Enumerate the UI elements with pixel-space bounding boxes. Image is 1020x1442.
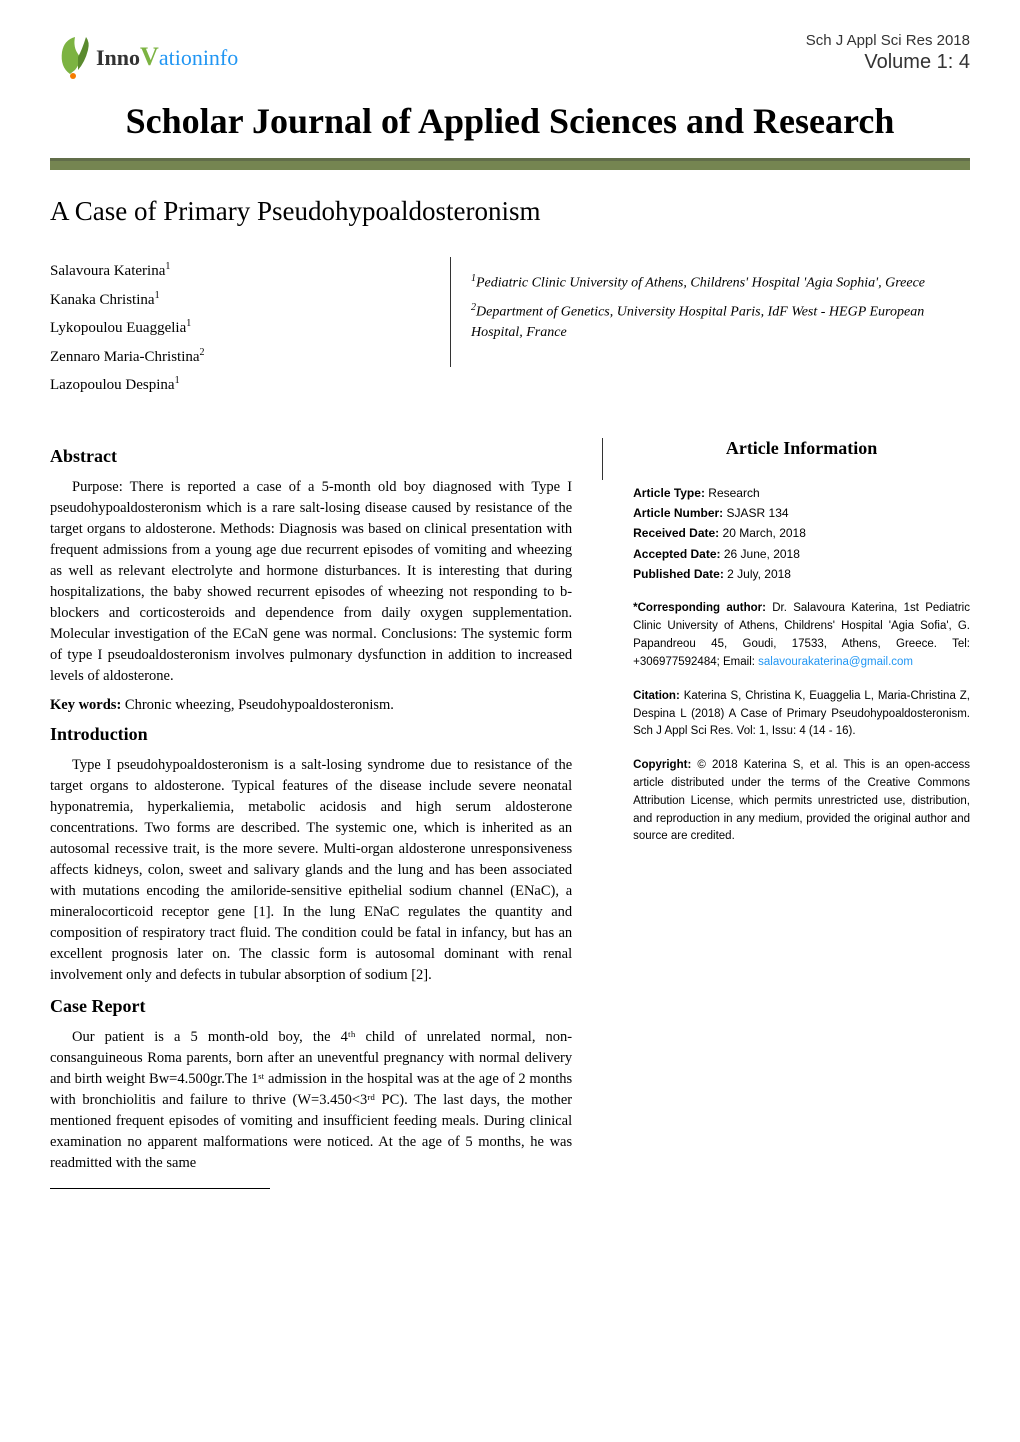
- citation-block: Citation: Katerina S, Christina K, Euagg…: [633, 688, 970, 741]
- received-date-row: Received Date: 20 March, 2018: [633, 523, 970, 543]
- header-row: InnoVationinfo Sch J Appl Sci Res 2018 V…: [50, 32, 970, 82]
- affiliations-list: 1Pediatric Clinic University of Athens, …: [471, 257, 970, 400]
- logo-text: InnoVationinfo: [96, 42, 238, 72]
- affiliation-item: 1Pediatric Clinic University of Athens, …: [471, 271, 970, 294]
- logo-v: V: [140, 42, 159, 71]
- copyright-block: Copyright: © 2018 Katerina S, et al. Thi…: [633, 757, 970, 846]
- title-divider: [50, 158, 970, 168]
- page-container: InnoVationinfo Sch J Appl Sci Res 2018 V…: [0, 0, 1020, 1239]
- article-info-sidebar: Article Information Article Type: Resear…: [633, 438, 970, 1189]
- case-report-body: Our patient is a 5 month-old boy, the 4ᵗ…: [50, 1027, 572, 1174]
- logo-text-inno: Inno: [96, 45, 140, 70]
- article-number-row: Article Number: SJASR 134: [633, 503, 970, 523]
- authors-list: Salavoura Katerina1 Kanaka Christina1 Ly…: [50, 257, 430, 400]
- author-item: Kanaka Christina1: [50, 286, 430, 315]
- logo-text-ation: ationinfo: [159, 45, 238, 70]
- keywords-label: Key words:: [50, 697, 121, 713]
- abstract-body: Purpose: There is reported a case of a 5…: [50, 477, 572, 687]
- author-item: Salavoura Katerina1: [50, 257, 430, 286]
- content-row: Abstract Purpose: There is reported a ca…: [50, 438, 970, 1189]
- main-content: Abstract Purpose: There is reported a ca…: [50, 438, 572, 1189]
- footnote-rule: [50, 1188, 270, 1189]
- introduction-body: Type I pseudohypoaldosteronism is a salt…: [50, 755, 572, 986]
- keywords: Key words: Chronic wheezing, Pseudohypoa…: [50, 697, 572, 714]
- journal-title: Scholar Journal of Applied Sciences and …: [50, 100, 970, 142]
- publisher-logo: InnoVationinfo: [50, 32, 238, 82]
- author-affiliation-row: Salavoura Katerina1 Kanaka Christina1 Ly…: [50, 257, 970, 400]
- journal-header-right: Sch J Appl Sci Res 2018 Volume 1: 4: [806, 32, 970, 74]
- article-type-row: Article Type: Research: [633, 483, 970, 503]
- keywords-text: Chronic wheezing, Pseudohypoaldosteronis…: [121, 697, 394, 713]
- journal-short-name: Sch J Appl Sci Res 2018: [806, 32, 970, 49]
- author-item: Lykopoulou Euaggelia1: [50, 314, 430, 343]
- abstract-heading: Abstract: [50, 446, 572, 467]
- published-date-row: Published Date: 2 July, 2018: [633, 564, 970, 584]
- sidebar-divider: [602, 438, 603, 480]
- corresponding-author-block: *Corresponding author: Dr. Salavoura Kat…: [633, 600, 970, 671]
- author-item: Zennaro Maria-Christina2: [50, 343, 430, 372]
- article-info-heading: Article Information: [633, 438, 970, 459]
- article-meta-block: Article Type: Research Article Number: S…: [633, 483, 970, 585]
- author-item: Lazopoulou Despina1: [50, 371, 430, 400]
- case-report-heading: Case Report: [50, 996, 572, 1017]
- volume-issue: Volume 1: 4: [806, 51, 970, 74]
- accepted-date-row: Accepted Date: 26 June, 2018: [633, 544, 970, 564]
- introduction-heading: Introduction: [50, 724, 572, 745]
- article-title: A Case of Primary Pseudohypoaldosteronis…: [50, 196, 970, 227]
- affiliation-item: 2Department of Genetics, University Hosp…: [471, 300, 970, 344]
- corresponding-email-link[interactable]: salavourakaterina@gmail.com: [758, 656, 913, 668]
- vertical-divider: [450, 257, 451, 367]
- logo-leaf-icon: [50, 32, 100, 82]
